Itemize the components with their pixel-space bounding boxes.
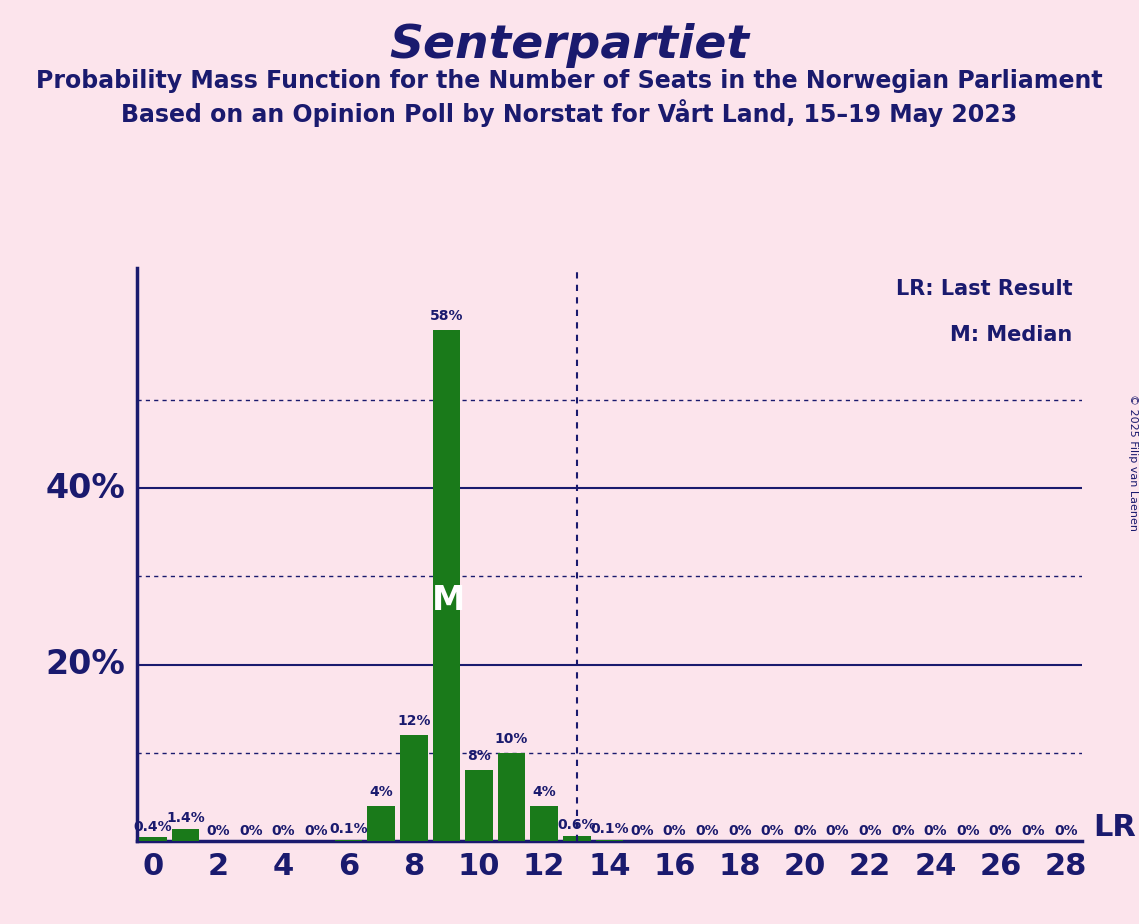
Text: 40%: 40%: [46, 472, 125, 505]
Text: 0%: 0%: [206, 824, 230, 838]
Text: 0%: 0%: [1054, 824, 1077, 838]
Text: 0%: 0%: [1022, 824, 1044, 838]
Text: 0%: 0%: [989, 824, 1013, 838]
Bar: [367, 806, 395, 841]
Text: 0.1%: 0.1%: [329, 822, 368, 836]
Text: 0%: 0%: [728, 824, 752, 838]
Text: 0%: 0%: [826, 824, 850, 838]
Text: © 2025 Filip van Laenen: © 2025 Filip van Laenen: [1129, 394, 1138, 530]
Text: LR: LR: [1093, 813, 1137, 842]
Text: 4%: 4%: [369, 784, 393, 798]
Bar: [465, 771, 493, 841]
Text: 0.1%: 0.1%: [590, 822, 629, 836]
Text: 0%: 0%: [761, 824, 784, 838]
Text: 10%: 10%: [494, 732, 528, 746]
Text: 0%: 0%: [924, 824, 948, 838]
Text: 0%: 0%: [891, 824, 915, 838]
Text: 0%: 0%: [956, 824, 980, 838]
Text: 0%: 0%: [239, 824, 263, 838]
Text: 0%: 0%: [304, 824, 328, 838]
Text: 8%: 8%: [467, 749, 491, 763]
Text: 0%: 0%: [663, 824, 687, 838]
Bar: [172, 829, 199, 841]
Text: 20%: 20%: [46, 648, 125, 681]
Bar: [139, 837, 166, 841]
Text: 0.4%: 0.4%: [133, 820, 172, 833]
Text: 12%: 12%: [398, 714, 431, 728]
Text: M: M: [432, 584, 465, 617]
Text: Probability Mass Function for the Number of Seats in the Norwegian Parliament: Probability Mass Function for the Number…: [36, 69, 1103, 93]
Text: 1.4%: 1.4%: [166, 811, 205, 825]
Text: 0%: 0%: [271, 824, 295, 838]
Text: 0%: 0%: [793, 824, 817, 838]
Text: 0%: 0%: [695, 824, 719, 838]
Text: LR: Last Result: LR: Last Result: [896, 279, 1073, 299]
Text: Senterpartiet: Senterpartiet: [390, 23, 749, 68]
Text: 0.6%: 0.6%: [557, 818, 596, 832]
Text: M: Median: M: Median: [950, 325, 1073, 346]
Text: Based on an Opinion Poll by Norstat for Vårt Land, 15–19 May 2023: Based on an Opinion Poll by Norstat for …: [122, 99, 1017, 127]
Text: 58%: 58%: [429, 309, 464, 322]
Bar: [563, 835, 591, 841]
Text: 4%: 4%: [532, 784, 556, 798]
Bar: [531, 806, 558, 841]
Bar: [433, 330, 460, 841]
Bar: [498, 753, 525, 841]
Text: 0%: 0%: [859, 824, 882, 838]
Text: 0%: 0%: [630, 824, 654, 838]
Bar: [400, 736, 427, 841]
